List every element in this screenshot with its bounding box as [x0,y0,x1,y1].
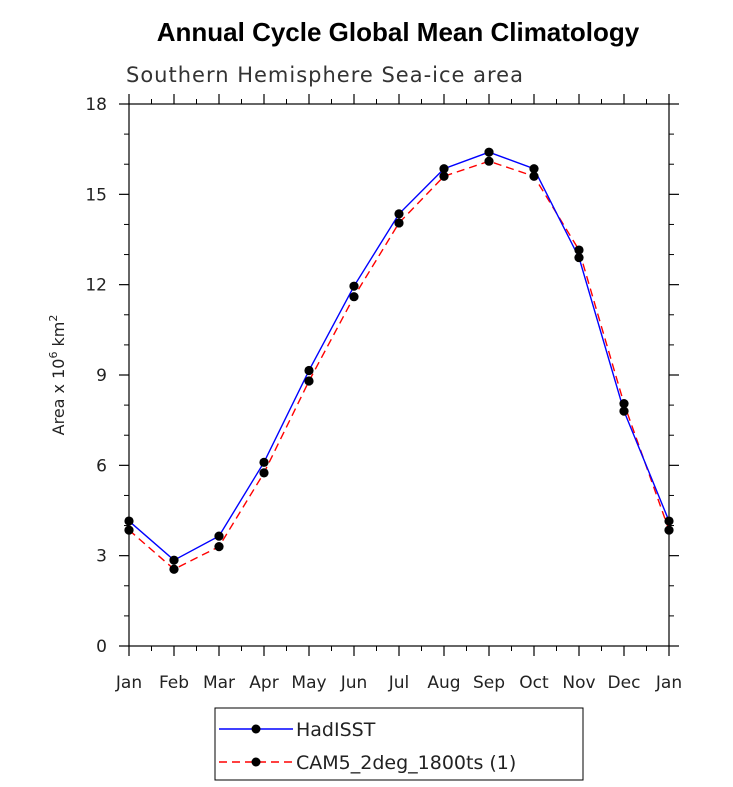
series-1-point [529,171,539,181]
series-1-point [619,399,629,409]
y-tick-labels: 0 3 6 9 12 15 18 [85,95,107,657]
y-axis-label-text: Area x 10 [49,359,68,436]
x-tick-label: Apr [249,673,278,693]
y-tick-label: 12 [85,276,107,296]
series-0-point [619,406,629,416]
x-tick-label: Jan [115,673,142,693]
legend-label-hadisst: HadISST [296,719,376,741]
series-0-point [169,555,179,565]
series-0-point [124,516,134,526]
x-tick-label: Sep [473,673,505,693]
series-1-point [169,564,179,574]
x-tick-label: Aug [427,673,460,693]
y-tick-label: 9 [96,366,107,386]
x-tick-label: Nov [562,673,595,693]
series-0-point [664,516,674,526]
y-axis-label-unit-sup: 2 [47,315,60,322]
series-0-point [394,209,404,219]
y-axis-label-unit: km [49,322,68,347]
y-tick-label: 18 [85,95,107,115]
y-tick-label: 3 [96,547,107,567]
legend-marker-cam5 [251,757,261,767]
axis-ticks [119,94,679,656]
series-1-point [259,468,269,478]
x-tick-label: May [291,673,326,693]
x-tick-labels: Jan Feb Mar Apr May Jun Jul Aug Sep Oct Nov Dec Jan [115,673,682,693]
y-axis-label-sup: 6 [47,352,60,359]
series-0-point [214,531,224,541]
series-0-point [529,164,539,174]
series-1-point [124,525,134,535]
series-0-point [304,365,314,376]
series-1-point [349,292,359,302]
series-0-point [439,164,449,174]
series-0-point [574,252,584,263]
legend-marker-hadisst [251,724,261,734]
series-1-point [484,156,494,166]
x-tick-label: Jan [655,673,682,693]
plot-frame [128,103,670,647]
y-tick-label: 15 [85,185,107,205]
y-axis-label: Area x 106 km2 [47,315,68,436]
series-0-point [259,457,269,467]
series-0-point [349,281,359,291]
legend-box [214,707,584,781]
series-1-point [574,245,584,255]
y-tick-label: 6 [96,456,107,476]
series-0-point [484,147,494,157]
series-1-point [664,525,674,535]
y-tick-label: 0 [96,637,107,657]
series-1-point [439,171,449,181]
chart-title: Annual Cycle Global Mean Climatology [157,17,640,47]
x-tick-label: Feb [159,673,189,693]
legend: HadISST CAM5_2deg_1800ts (1) [214,707,584,781]
x-tick-label: Oct [519,673,549,693]
x-tick-label: Jun [340,673,368,693]
x-tick-label: Jul [388,673,410,693]
series-1-point [394,218,404,228]
series-1-point [304,376,314,386]
series-1-point [214,542,224,552]
x-tick-label: Dec [608,673,641,693]
series-layer [124,147,674,574]
legend-label-cam5: CAM5_2deg_1800ts (1) [296,752,516,774]
x-tick-label: Mar [203,673,235,693]
chart-subtitle: Southern Hemisphere Sea-ice area [126,63,524,87]
